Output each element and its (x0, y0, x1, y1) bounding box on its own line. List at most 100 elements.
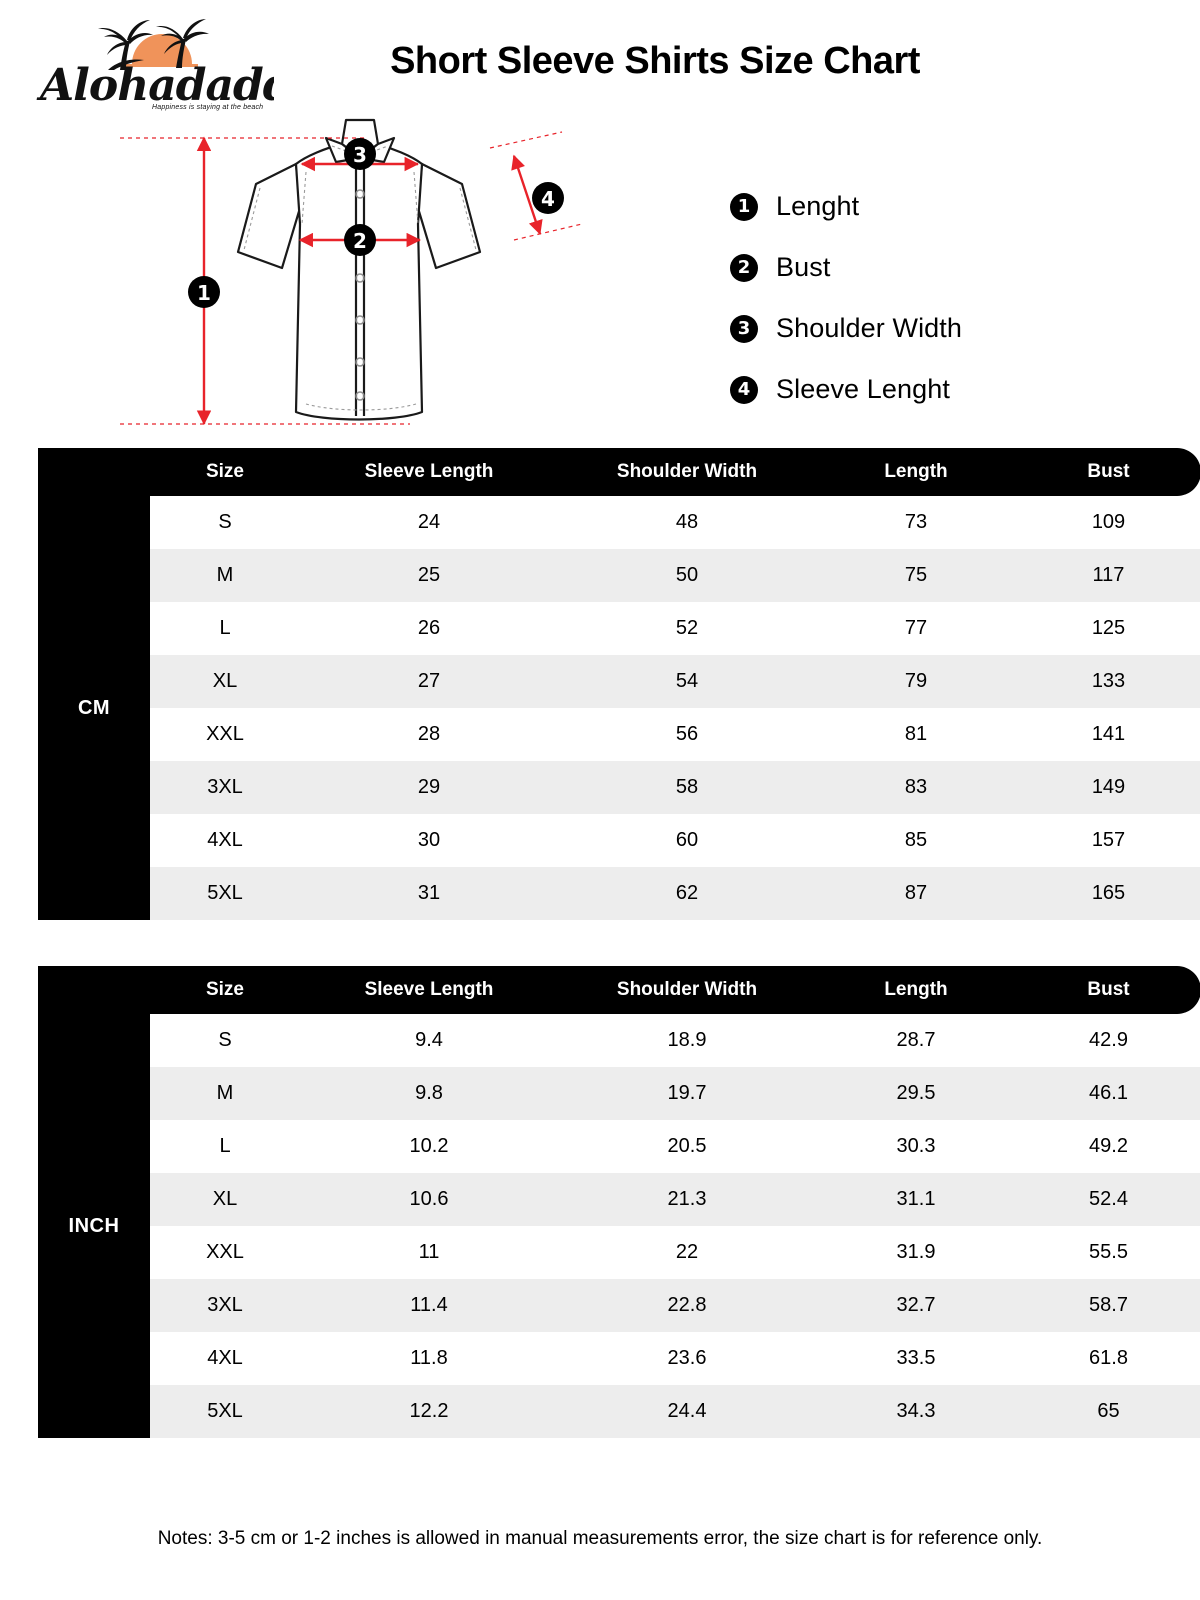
table-row: XL 10.6 21.3 31.1 52.4 (38, 1173, 1200, 1226)
cm-table-body: CM S 24 48 73 109 M 25 50 75 117 L 26 52… (38, 496, 1200, 920)
cell-shoulder-width: 24.4 (558, 1385, 816, 1438)
cell-sleeve-length: 12.2 (300, 1385, 558, 1438)
cm-col-header-shoulder-width: Shoulder Width (558, 448, 816, 496)
legend-label-sleeve-length: Sleeve Lenght (776, 374, 950, 404)
inch-size-table: Size Sleeve Length Shoulder Width Length… (38, 966, 1200, 1438)
cell-shoulder-width: 56 (558, 708, 816, 761)
inch-col-header-length: Length (816, 966, 1016, 1014)
cell-length: 34.3 (816, 1385, 1016, 1438)
cell-size: XL (150, 1173, 300, 1226)
cell-size: 3XL (150, 761, 300, 814)
cell-sleeve-length: 11 (300, 1226, 558, 1279)
table-row: XXL 28 56 81 141 (38, 708, 1200, 761)
cell-length: 85 (816, 814, 1016, 867)
cell-size: M (150, 1067, 300, 1120)
table-row: M 25 50 75 117 (38, 549, 1200, 602)
cell-shoulder-width: 19.7 (558, 1067, 816, 1120)
cell-bust: 42.9 (1016, 1014, 1200, 1067)
cell-bust: 61.8 (1016, 1332, 1200, 1385)
cell-size: XXL (150, 1226, 300, 1279)
diagram-marker-1: 1 (188, 276, 220, 308)
inch-col-header-shoulder-width: Shoulder Width (558, 966, 816, 1014)
cell-bust: 49.2 (1016, 1120, 1200, 1173)
cell-sleeve-length: 28 (300, 708, 558, 761)
cm-unit-header-cell (38, 448, 150, 496)
cell-bust: 165 (1016, 867, 1200, 920)
cell-length: 79 (816, 655, 1016, 708)
measurement-diagram-area: 1 2 3 4 1 Lenght 2 Bust 3 Shoulder Width… (0, 118, 1200, 448)
cell-length: 30.3 (816, 1120, 1016, 1173)
cell-bust: 52.4 (1016, 1173, 1200, 1226)
table-row: 4XL 30 60 85 157 (38, 814, 1200, 867)
brand-logo: Alohadaddy Happiness is staying at the b… (34, 8, 274, 112)
cell-sleeve-length: 11.4 (300, 1279, 558, 1332)
cm-col-header-size: Size (150, 448, 300, 496)
cell-sleeve-length: 31 (300, 867, 558, 920)
inch-unit-header-cell (38, 966, 150, 1014)
cell-shoulder-width: 54 (558, 655, 816, 708)
legend-item-length: 1 Lenght (730, 176, 1150, 237)
table-row: 3XL 11.4 22.8 32.7 58.7 (38, 1279, 1200, 1332)
cell-size: 5XL (150, 867, 300, 920)
palm-trees-sunset-icon: Alohadaddy Happiness is staying at the b… (36, 19, 274, 111)
cell-length: 75 (816, 549, 1016, 602)
legend-badge-3-icon: 3 (730, 314, 758, 343)
cm-col-header-bust: Bust (1016, 448, 1200, 496)
inch-table-head: Size Sleeve Length Shoulder Width Length… (38, 966, 1200, 1014)
cell-bust: 141 (1016, 708, 1200, 761)
cm-header-row: Size Sleeve Length Shoulder Width Length… (38, 448, 1200, 496)
cell-sleeve-length: 11.8 (300, 1332, 558, 1385)
sleeve-length-measure-arrow (511, 154, 543, 235)
cell-length: 73 (816, 496, 1016, 549)
cell-bust: 46.1 (1016, 1067, 1200, 1120)
brand-name: Alohadaddy (36, 60, 274, 111)
cell-size: XXL (150, 708, 300, 761)
cell-sleeve-length: 10.6 (300, 1173, 558, 1226)
cell-sleeve-length: 26 (300, 602, 558, 655)
diagram-marker-4: 4 (532, 182, 564, 214)
cell-shoulder-width: 60 (558, 814, 816, 867)
cell-shoulder-width: 50 (558, 549, 816, 602)
cell-size: L (150, 602, 300, 655)
legend-label-shoulder-width: Shoulder Width (776, 313, 962, 343)
legend-label-bust: Bust (776, 252, 831, 282)
cell-bust: 133 (1016, 655, 1200, 708)
cm-table-head: Size Sleeve Length Shoulder Width Length… (38, 448, 1200, 496)
legend-item-shoulder-width: 3 Shoulder Width (730, 298, 1150, 359)
cell-shoulder-width: 23.6 (558, 1332, 816, 1385)
svg-text:3: 3 (353, 143, 367, 167)
table-row: 4XL 11.8 23.6 33.5 61.8 (38, 1332, 1200, 1385)
legend-item-bust: 2 Bust (730, 237, 1150, 298)
inch-header-row: Size Sleeve Length Shoulder Width Length… (38, 966, 1200, 1014)
cell-bust: 109 (1016, 496, 1200, 549)
cm-col-header-length: Length (816, 448, 1016, 496)
diagram-marker-3: 3 (344, 138, 376, 170)
legend-label-length: Lenght (776, 191, 860, 221)
cell-sleeve-length: 27 (300, 655, 558, 708)
table-row: L 10.2 20.5 30.3 49.2 (38, 1120, 1200, 1173)
cm-size-table: Size Sleeve Length Shoulder Width Length… (38, 448, 1200, 920)
table-row: XXL 11 22 31.9 55.5 (38, 1226, 1200, 1279)
cell-shoulder-width: 22 (558, 1226, 816, 1279)
legend-item-sleeve-length: 4 Sleeve Lenght (730, 359, 1150, 420)
inch-size-table-wrapper: Size Sleeve Length Shoulder Width Length… (38, 966, 1200, 1438)
cell-length: 31.9 (816, 1226, 1016, 1279)
cell-sleeve-length: 9.8 (300, 1067, 558, 1120)
cell-bust: 149 (1016, 761, 1200, 814)
table-row: 3XL 29 58 83 149 (38, 761, 1200, 814)
short-sleeve-shirt-diagram: 1 2 3 4 (120, 118, 583, 425)
cell-bust: 58.7 (1016, 1279, 1200, 1332)
diagram-marker-2: 2 (344, 224, 376, 256)
cell-shoulder-width: 21.3 (558, 1173, 816, 1226)
inch-col-header-bust: Bust (1016, 966, 1200, 1014)
cell-length: 77 (816, 602, 1016, 655)
cell-size: 4XL (150, 1332, 300, 1385)
inch-col-header-sleeve-length: Sleeve Length (300, 966, 558, 1014)
cell-bust: 55.5 (1016, 1226, 1200, 1279)
cell-shoulder-width: 52 (558, 602, 816, 655)
table-row: L 26 52 77 125 (38, 602, 1200, 655)
cell-length: 28.7 (816, 1014, 1016, 1067)
cell-length: 29.5 (816, 1067, 1016, 1120)
cell-size: M (150, 549, 300, 602)
cell-length: 33.5 (816, 1332, 1016, 1385)
